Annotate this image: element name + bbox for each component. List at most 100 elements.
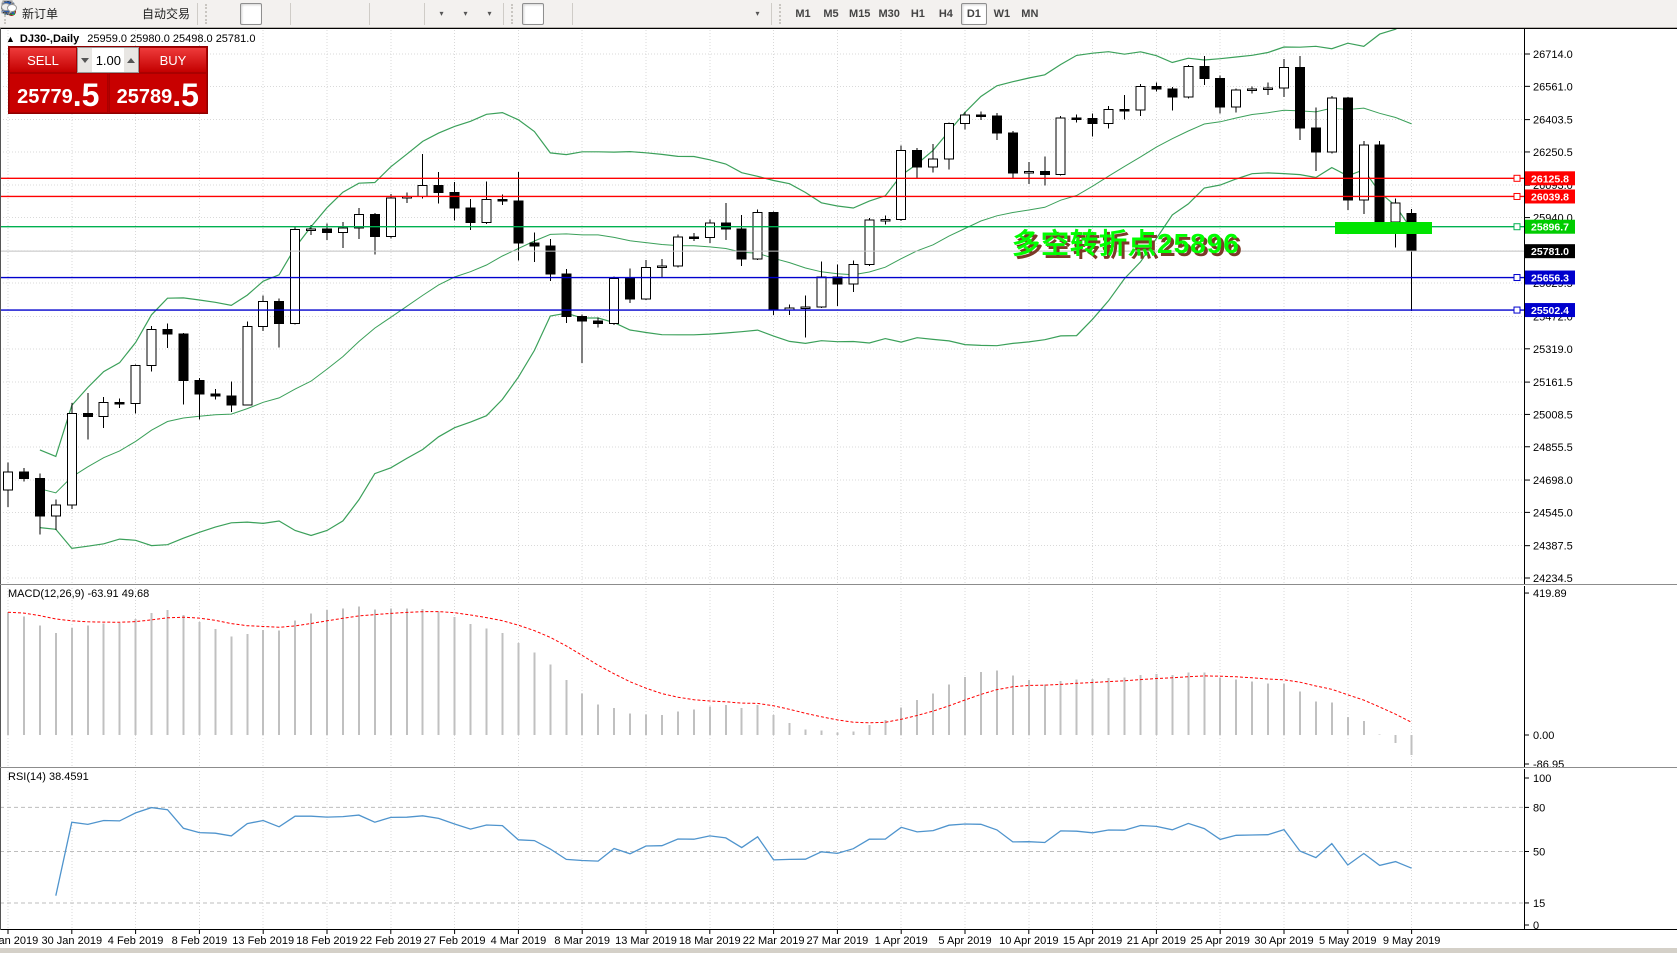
candle: [226, 395, 237, 406]
candle: [114, 402, 125, 405]
candle: [529, 242, 540, 247]
macd-values: -63.91 49.68: [87, 588, 150, 600]
new-order-button[interactable]: 新订单: [2, 0, 61, 25]
toolbar-grip[interactable]: [511, 3, 518, 24]
timeframe-d1-button[interactable]: D1: [960, 2, 987, 25]
volume-increase-button[interactable]: [124, 48, 138, 72]
candle: [1326, 97, 1337, 153]
sell-button[interactable]: SELL: [9, 47, 77, 73]
candle: [465, 207, 476, 224]
bid-price[interactable]: 25779.5: [9, 73, 108, 113]
text-label-button[interactable]: T: [1, 2, 743, 25]
candle: [864, 219, 875, 266]
toolbar-separator: [369, 2, 371, 25]
svg-text:30 Jan 2019: 30 Jan 2019: [42, 935, 103, 947]
timeframe-h4-button[interactable]: H4: [938, 7, 953, 20]
profiles-button[interactable]: [1, 3, 85, 25]
candle: [1374, 144, 1385, 223]
volume-decrease-button[interactable]: [78, 48, 92, 72]
collapse-one-click-icon[interactable]: ▲: [6, 34, 15, 44]
candle: [1390, 202, 1401, 223]
candle: [561, 273, 572, 317]
line-handle[interactable]: [1513, 274, 1521, 282]
candle: [975, 114, 986, 118]
horizontal-line-button[interactable]: [2, 3, 623, 25]
arrows-button[interactable]: ▾: [3, 1, 767, 25]
bar-chart-button[interactable]: [3, 2, 238, 25]
candle: [1007, 132, 1018, 174]
timeframe-m15-button[interactable]: M15: [849, 7, 871, 20]
volume-value[interactable]: 1.00: [92, 48, 124, 72]
svg-text:25896.7: 25896.7: [1531, 222, 1569, 234]
autotrading-button[interactable]: 自动交易: [1, 1, 193, 25]
shift-chart-button[interactable]: [2, 2, 396, 25]
buy-button[interactable]: BUY: [139, 47, 207, 73]
crosshair-button[interactable]: [1, 1, 568, 25]
candle: [944, 123, 955, 160]
fibonacci-button[interactable]: F: [2, 3, 695, 25]
zoom-in-button[interactable]: [1, 1, 317, 25]
svg-text:8 Feb 2019: 8 Feb 2019: [172, 935, 228, 947]
line-handle[interactable]: [1513, 192, 1521, 200]
candle: [1087, 118, 1098, 125]
highlight-bar[interactable]: [1335, 222, 1432, 234]
zoom-out-button[interactable]: [1, 1, 341, 25]
new-order-label: 新订单: [22, 7, 59, 21]
svg-text:1 Apr 2019: 1 Apr 2019: [875, 935, 928, 947]
candle: [1135, 86, 1146, 111]
trendline-button[interactable]: [2, 2, 647, 25]
timeframe-m30-button[interactable]: M30: [878, 7, 900, 20]
auto-scroll-button[interactable]: [2, 2, 420, 25]
periods-button[interactable]: ▾: [1, 1, 475, 25]
timeframe-h1-button[interactable]: H1: [910, 7, 925, 20]
toolbar-grip[interactable]: [779, 3, 786, 24]
tile-windows-button[interactable]: [2, 3, 365, 25]
line-chart-button[interactable]: [1, 2, 286, 25]
line-handle[interactable]: [1513, 223, 1521, 231]
vertical-line-button[interactable]: [7, 2, 599, 25]
chart-title: ▲ DJ30-,Daily 25959.0 25980.0 25498.0 2578…: [6, 33, 255, 45]
toolbar-separator: [424, 2, 426, 25]
templates-button[interactable]: ▾: [1, 2, 499, 25]
svg-text:26039.8: 26039.8: [1531, 191, 1569, 203]
equidistant-channel-button[interactable]: E: [1, 1, 671, 25]
ask-price[interactable]: 25789.5: [108, 73, 207, 113]
timeframe-m1-button[interactable]: M1: [795, 7, 811, 20]
svg-text:25 Jan 2019: 25 Jan 2019: [0, 935, 38, 947]
search-button[interactable]: [1, 1, 1645, 25]
svg-text:26714.0: 26714.0: [1533, 49, 1573, 61]
horizontal-line-objects[interactable]: [0, 174, 1524, 314]
candle: [704, 222, 715, 238]
timeframe-w1-button[interactable]: W1: [993, 7, 1011, 20]
svg-text:80: 80: [1533, 802, 1545, 814]
indicators-button[interactable]: ▾: [2, 0, 451, 25]
chat-button[interactable]: [1, 3, 1669, 25]
svg-text:24234.5: 24234.5: [1533, 573, 1573, 585]
line-handle[interactable]: [1513, 174, 1521, 182]
svg-text:25319.0: 25319.0: [1533, 344, 1573, 356]
candle: [290, 229, 301, 324]
text-button[interactable]: A: [4, 1, 719, 25]
svg-text:4 Mar 2019: 4 Mar 2019: [491, 935, 547, 947]
candle: [688, 236, 699, 239]
svg-text:9 May 2019: 9 May 2019: [1383, 935, 1440, 947]
timeframe-m5-button[interactable]: M5: [823, 7, 839, 20]
toolbar: 新订单 自动交易: [0, 0, 1677, 28]
candlestick-chart-button[interactable]: [2, 1, 263, 25]
cursor-button[interactable]: [4, 0, 545, 25]
svg-text:0.00: 0.00: [1533, 730, 1554, 742]
rsi-indicator-label: RSI(14) 38.4591: [8, 771, 89, 783]
candle: [991, 115, 1002, 134]
triangle-down-icon: [81, 57, 89, 63]
annotation-text[interactable]: 多空转折点25896: [1012, 228, 1240, 259]
candle: [593, 320, 604, 325]
toolbar-grip[interactable]: [205, 3, 212, 24]
candle: [449, 192, 460, 209]
timeframe-mn-button[interactable]: MN: [1021, 7, 1039, 20]
candle: [1183, 65, 1194, 98]
signals-button[interactable]: [2, 2, 133, 25]
chart-window-button[interactable]: [1, 2, 109, 25]
line-handle[interactable]: [1513, 306, 1521, 314]
candle: [513, 200, 524, 244]
